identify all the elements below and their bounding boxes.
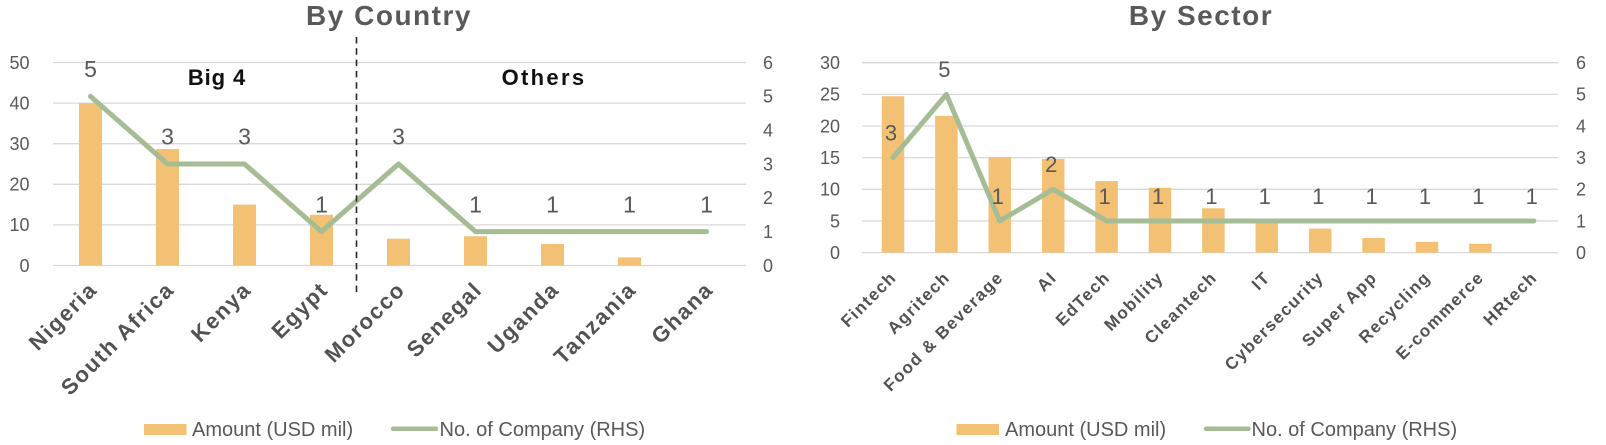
svg-text:Big 4: Big 4 <box>188 65 246 90</box>
svg-text:4: 4 <box>763 120 773 140</box>
svg-text:25: 25 <box>820 85 840 105</box>
svg-text:10: 10 <box>9 215 29 235</box>
svg-text:15: 15 <box>820 148 840 168</box>
svg-text:50: 50 <box>9 53 29 73</box>
svg-text:5: 5 <box>763 87 773 107</box>
svg-text:Amount (USD mil): Amount (USD mil) <box>1005 419 1166 441</box>
svg-text:1: 1 <box>1419 184 1431 209</box>
svg-text:1: 1 <box>1312 184 1324 209</box>
svg-text:3: 3 <box>161 124 174 150</box>
svg-text:3: 3 <box>763 154 773 174</box>
svg-text:30: 30 <box>820 53 840 73</box>
svg-text:5: 5 <box>1576 85 1586 105</box>
svg-text:6: 6 <box>1576 53 1586 73</box>
svg-text:1: 1 <box>763 222 773 242</box>
svg-text:1: 1 <box>1576 211 1586 231</box>
svg-text:2: 2 <box>1045 152 1057 177</box>
svg-text:0: 0 <box>19 256 29 276</box>
svg-text:1: 1 <box>1472 184 1484 209</box>
svg-text:1: 1 <box>469 191 482 217</box>
svg-text:Others: Others <box>502 65 587 90</box>
svg-text:No. of Company (RHS): No. of Company (RHS) <box>440 419 646 441</box>
svg-text:1: 1 <box>700 191 713 217</box>
svg-text:20: 20 <box>9 175 29 195</box>
svg-text:1: 1 <box>1365 184 1377 209</box>
svg-text:1: 1 <box>1152 184 1164 209</box>
svg-text:0: 0 <box>1576 243 1586 263</box>
svg-text:1: 1 <box>623 191 636 217</box>
svg-text:0: 0 <box>763 256 773 276</box>
svg-text:2: 2 <box>1576 180 1586 200</box>
svg-text:3: 3 <box>238 124 251 150</box>
svg-text:2: 2 <box>763 188 773 208</box>
svg-text:10: 10 <box>820 180 840 200</box>
svg-text:5: 5 <box>938 57 950 82</box>
svg-text:5: 5 <box>830 211 840 231</box>
svg-text:No. of Company (RHS): No. of Company (RHS) <box>1252 419 1458 441</box>
svg-text:3: 3 <box>392 124 405 150</box>
svg-text:4: 4 <box>1576 116 1586 136</box>
svg-text:By Country: By Country <box>306 0 472 31</box>
svg-text:0: 0 <box>830 243 840 263</box>
svg-text:3: 3 <box>885 120 897 145</box>
svg-text:1: 1 <box>992 184 1004 209</box>
svg-text:3: 3 <box>1576 148 1586 168</box>
svg-text:1: 1 <box>1098 184 1110 209</box>
svg-text:30: 30 <box>9 134 29 154</box>
svg-text:6: 6 <box>763 53 773 73</box>
svg-text:1: 1 <box>1259 184 1271 209</box>
svg-text:1: 1 <box>315 191 328 217</box>
svg-text:20: 20 <box>820 116 840 136</box>
svg-text:By Sector: By Sector <box>1129 0 1273 31</box>
svg-text:1: 1 <box>1526 184 1538 209</box>
svg-text:1: 1 <box>546 191 559 217</box>
svg-text:1: 1 <box>1205 184 1217 209</box>
svg-text:40: 40 <box>9 93 29 113</box>
svg-text:5: 5 <box>84 56 97 82</box>
svg-text:Amount (USD mil): Amount (USD mil) <box>192 419 353 441</box>
